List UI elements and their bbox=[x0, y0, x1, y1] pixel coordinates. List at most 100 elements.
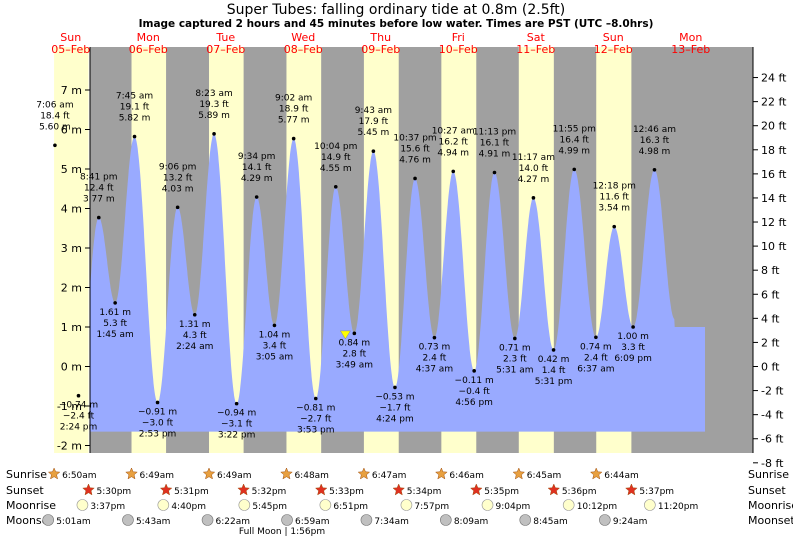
day-date-label: 13–Feb bbox=[671, 43, 710, 56]
tide-label-line: 16.2 ft bbox=[439, 137, 469, 147]
tide-label-line: 2:24 am bbox=[176, 342, 213, 352]
sunrise-row-label-right: Sunrise bbox=[748, 468, 789, 481]
tide-label-line: 0.74 m bbox=[580, 342, 612, 352]
low-tide-point: 1.04 m3.4 ft3:05 am bbox=[256, 323, 293, 362]
left-tick-label: 1 m bbox=[61, 321, 82, 334]
tide-dot bbox=[113, 301, 117, 305]
tide-label-line: −0.74 m bbox=[59, 401, 98, 411]
moonrise-icon bbox=[76, 499, 89, 511]
left-tick-label: 2 m bbox=[61, 282, 82, 295]
moonrise-time: 10:12pm bbox=[577, 502, 617, 512]
day-name-label: Sat bbox=[527, 31, 546, 44]
tide-label-line: 7:45 am bbox=[116, 92, 153, 102]
sunset-time: 5:36pm bbox=[562, 487, 597, 497]
moonset-time: 5:01am bbox=[56, 517, 91, 527]
tide-label-line: 4:24 pm bbox=[376, 414, 414, 424]
moonset-time: 5:43am bbox=[136, 517, 171, 527]
tide-label-line: −0.91 m bbox=[138, 407, 177, 417]
tide-label-line: 11:13 pm bbox=[473, 128, 516, 138]
tide-label-line: 0.84 m bbox=[338, 338, 370, 348]
day-date-label: 08–Feb bbox=[284, 43, 323, 56]
tide-label-line: 2.4 ft bbox=[423, 354, 447, 364]
tide-dot bbox=[96, 215, 101, 220]
sunset-time: 5:37pm bbox=[639, 487, 674, 497]
tide-dot bbox=[333, 184, 338, 189]
moonset-icon bbox=[201, 514, 214, 526]
sunset-time: 5:33pm bbox=[329, 487, 364, 497]
tide-dot bbox=[413, 176, 417, 181]
right-tick-label: 20 ft bbox=[761, 120, 787, 133]
tide-label-line: 4.03 m bbox=[162, 184, 194, 194]
sunset-time: 5:32pm bbox=[252, 487, 287, 497]
day-name-label: Sun bbox=[603, 31, 624, 44]
sun-icon bbox=[392, 483, 406, 496]
moonrise-icon bbox=[238, 499, 251, 511]
moonset-time: 7:34am bbox=[374, 517, 409, 527]
moonset-time: 8:09am bbox=[454, 517, 489, 527]
right-tick-label: 8 ft bbox=[761, 264, 780, 277]
sun-icon bbox=[357, 467, 371, 480]
tide-label-line: 3.77 m bbox=[83, 195, 115, 205]
sun-icon bbox=[625, 483, 638, 496]
tide-label-line: 1:45 am bbox=[96, 330, 133, 340]
sunset-row-label-left: Sunset bbox=[6, 484, 44, 497]
left-tick-label: 5 m bbox=[61, 163, 82, 176]
moonrise-icon bbox=[481, 499, 494, 511]
sunrise-time: 6:49am bbox=[217, 471, 252, 481]
tide-label-line: 5.82 m bbox=[119, 114, 151, 124]
sun-icon bbox=[314, 483, 328, 496]
tide-dot bbox=[572, 167, 577, 172]
tide-label-line: 4:37 am bbox=[416, 365, 453, 375]
moonset-icon bbox=[599, 514, 611, 526]
moonset-icon bbox=[122, 514, 134, 526]
tide-label-line: 15.6 ft bbox=[400, 144, 430, 154]
chart-title: Super Tubes: falling ordinary tide at 0.… bbox=[227, 2, 565, 18]
tide-label-line: −0.94 m bbox=[217, 409, 256, 419]
tide-label-line: 8:23 am bbox=[195, 89, 232, 99]
right-tick-label: 14 ft bbox=[761, 192, 787, 205]
tide-label-line: 5:31 am bbox=[496, 365, 533, 375]
tide-label-line: 4.76 m bbox=[399, 155, 431, 165]
tide-label-line: −3.0 ft bbox=[142, 418, 174, 428]
right-tick-label: -2 ft bbox=[761, 385, 784, 398]
sunrise-time: 6:48am bbox=[294, 471, 329, 481]
low-tide-point: 1.00 m3.3 ft6:09 pm bbox=[614, 325, 652, 364]
tide-dot bbox=[155, 400, 160, 405]
tide-label-line: 5.45 m bbox=[358, 128, 390, 138]
right-tick-label: 22 ft bbox=[761, 96, 787, 109]
moonrise-time: 9:04pm bbox=[496, 502, 531, 512]
tide-label-line: 14.0 ft bbox=[519, 164, 549, 174]
tide-label-line: 5.89 m bbox=[198, 111, 230, 121]
moonrise-row-label-left: Moonrise bbox=[6, 499, 56, 512]
tide-label-line: −2.7 ft bbox=[300, 414, 332, 424]
tide-label-line: 1.4 ft bbox=[542, 366, 566, 376]
sun-icon bbox=[47, 467, 61, 480]
tide-label-line: 3:22 pm bbox=[218, 431, 256, 441]
right-tick-label: 18 ft bbox=[761, 144, 787, 157]
sun-icon bbox=[159, 483, 173, 496]
tide-label-line: 4.98 m bbox=[639, 147, 671, 157]
tide-label-line: −2.4 ft bbox=[63, 412, 95, 422]
day-name-label: Thu bbox=[369, 31, 391, 44]
tide-label-line: 0.73 m bbox=[419, 343, 451, 353]
tide-dot bbox=[76, 393, 81, 398]
tide-dot bbox=[53, 143, 57, 148]
left-tick-label: 3 m bbox=[61, 242, 82, 255]
left-axis: -2 m -1 m 0 m 1 m 2 m 3 m 4 m 5 m 6 m 7 m bbox=[57, 47, 91, 453]
tide-label-line: 5:31 pm bbox=[535, 377, 573, 387]
tide-label-line: 10:27 am bbox=[432, 126, 475, 136]
tide-label-line: 12:46 am bbox=[633, 125, 676, 135]
tide-label-line: 1.00 m bbox=[617, 332, 649, 342]
moonrise-icon bbox=[400, 499, 413, 511]
right-tick-label: 6 ft bbox=[761, 288, 780, 301]
low-tide-point: −0.94 m−3.1 ft3:22 pm bbox=[217, 401, 256, 441]
